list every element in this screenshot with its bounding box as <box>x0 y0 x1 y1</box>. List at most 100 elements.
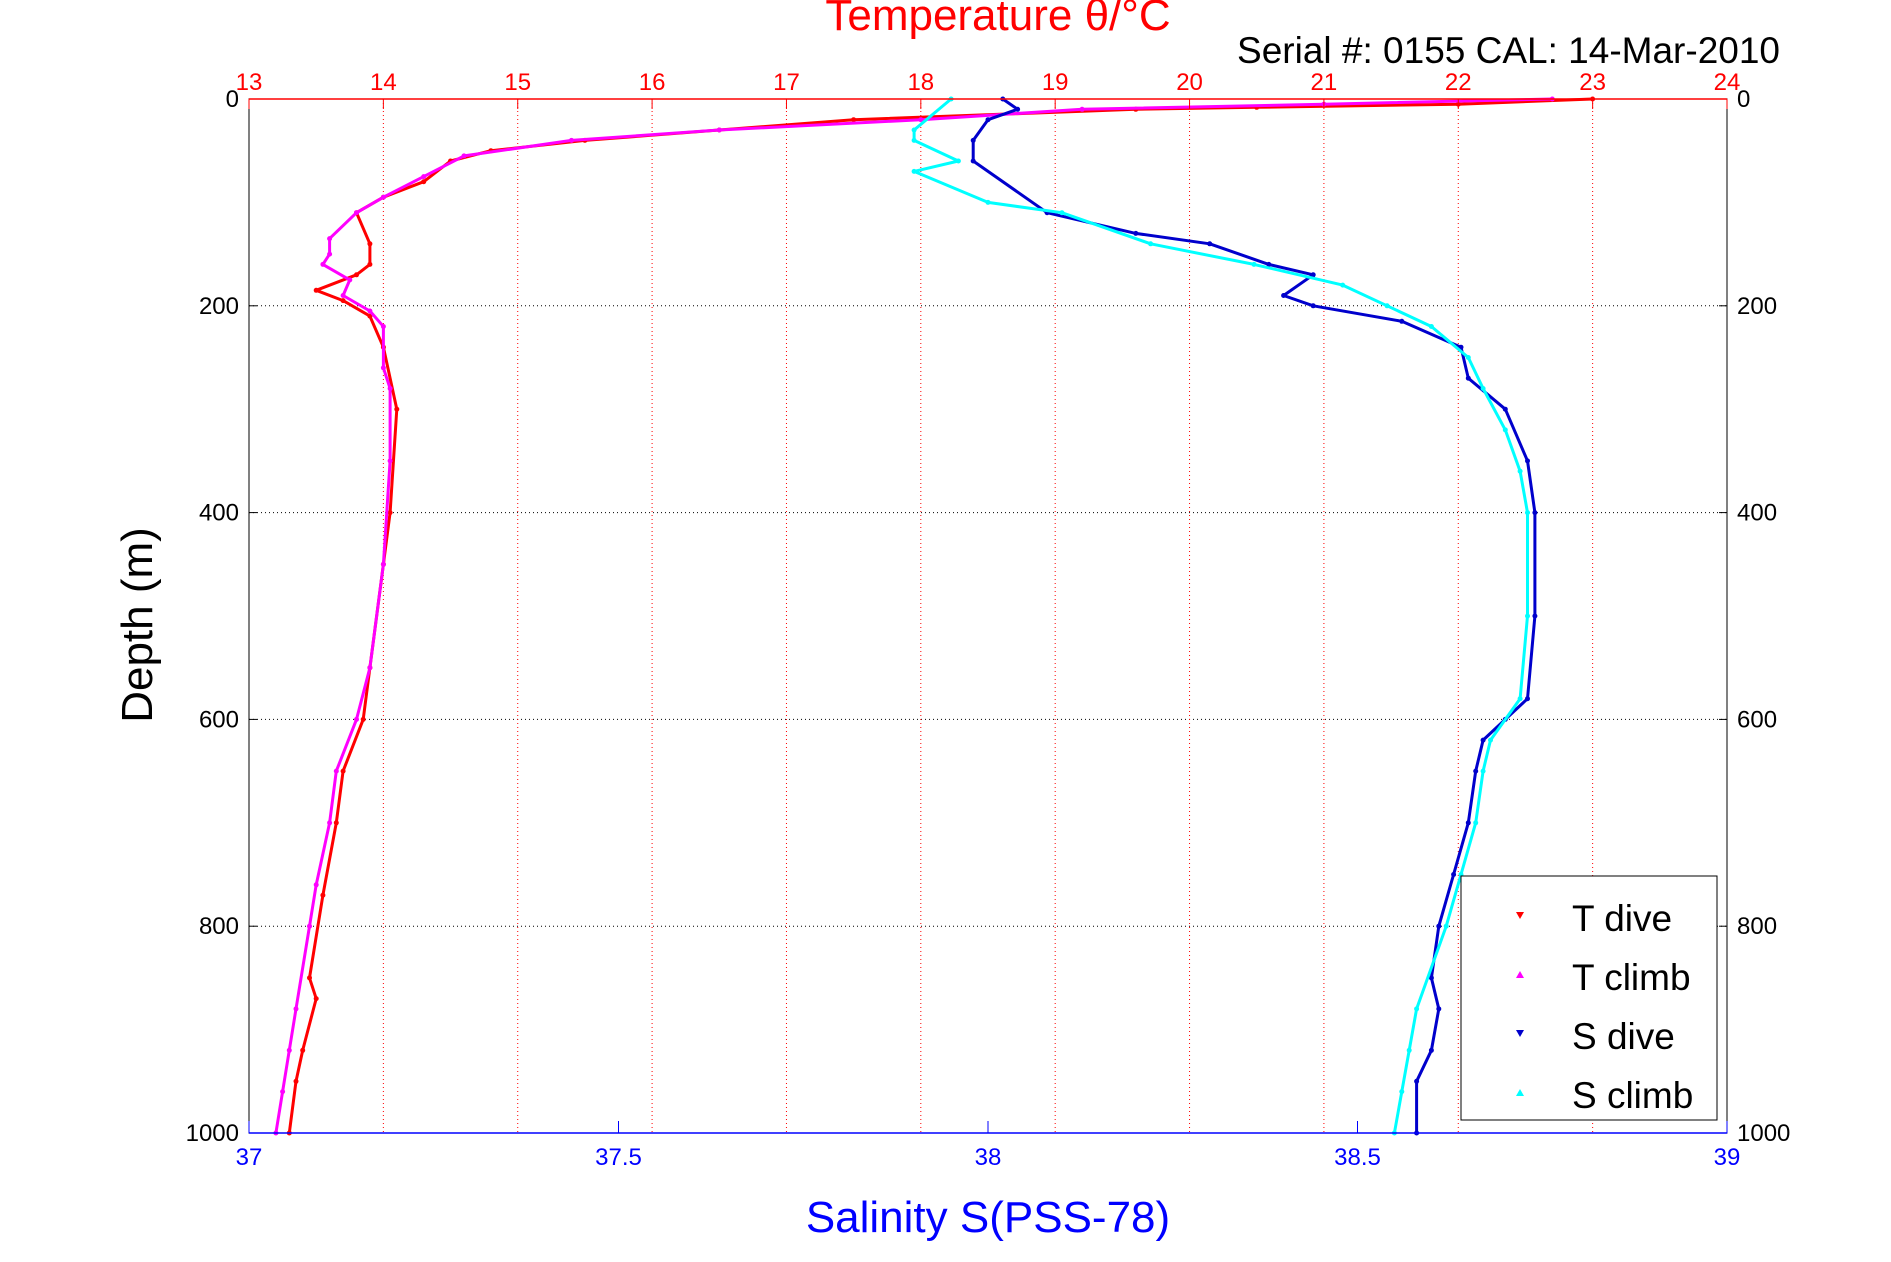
data-point-t-climb <box>387 386 393 391</box>
legend-label-t-climb: T climb <box>1572 957 1691 998</box>
legend-label-s-dive: S dive <box>1572 1016 1675 1057</box>
data-point-s-dive <box>1532 613 1538 619</box>
axes-layer: 0 0 200 200 400 400 600 600 800 800 1000 1000 13 14 15… <box>186 69 1791 1171</box>
data-point-s-dive <box>1310 272 1316 278</box>
data-point-s-dive <box>1473 768 1479 774</box>
data-point-s-climb <box>911 168 917 174</box>
data-point-t-climb <box>380 365 386 371</box>
data-point-t-climb <box>421 174 427 180</box>
legend-box <box>1460 875 1718 1121</box>
data-point-t-dive <box>367 261 373 267</box>
data-point-s-dive <box>1525 458 1530 464</box>
data-point-t-climb <box>354 210 359 216</box>
data-point-s-climb <box>985 199 991 205</box>
data-point-t-dive <box>320 892 326 898</box>
data-point-s-dive <box>1399 318 1405 324</box>
y-tick-label-left: 400 <box>199 500 239 527</box>
data-point-t-dive <box>367 241 373 247</box>
temperature-tick-label: 16 <box>639 69 666 96</box>
y-tick-label-left: 0 <box>226 86 239 113</box>
temperature-tick-label: 20 <box>1176 69 1203 96</box>
data-point-t-climb <box>327 251 333 257</box>
y-tick-label-left: 1000 <box>186 1120 239 1147</box>
data-point-t-climb <box>354 716 359 722</box>
salinity-tick-label: 38.5 <box>1334 1144 1381 1171</box>
temperature-tick-label: 14 <box>370 69 397 96</box>
y-tick-label-left: 600 <box>199 706 239 733</box>
series-t-climb <box>273 96 1555 1136</box>
data-point-s-climb <box>1488 737 1493 743</box>
temperature-tick-label: 18 <box>907 69 934 96</box>
data-point-s-climb <box>1443 923 1449 929</box>
legend-marker-s-climb <box>1516 1089 1524 1096</box>
x-axis-label-bottom: Salinity S(PSS-78) <box>806 1193 1170 1242</box>
y-tick-label-right: 800 <box>1737 913 1777 940</box>
data-point-s-climb <box>1406 1047 1412 1053</box>
data-point-s-climb <box>1340 282 1346 288</box>
data-point-t-climb <box>286 1047 292 1053</box>
data-point-t-climb <box>280 1089 286 1095</box>
data-point-s-climb <box>911 137 917 143</box>
legend-marker-t-climb <box>1516 971 1524 978</box>
salinity-tick-label: 37.5 <box>595 1144 642 1171</box>
temperature-tick-label: 24 <box>1714 69 1741 96</box>
y-tick-label-right: 600 <box>1737 706 1777 733</box>
data-point-t-climb <box>918 117 924 123</box>
data-point-s-climb <box>1059 210 1065 216</box>
data-point-s-dive <box>1451 872 1457 877</box>
temperature-tick-label: 21 <box>1311 69 1338 96</box>
data-point-s-climb <box>1525 510 1530 516</box>
data-point-s-climb <box>1148 241 1154 247</box>
series-layer <box>273 96 1596 1136</box>
data-point-t-climb <box>307 923 312 929</box>
legend-label-s-climb: S climb <box>1572 1075 1693 1116</box>
data-point-s-dive <box>1414 1078 1420 1084</box>
temperature-tick-label: 13 <box>236 69 263 96</box>
legend-marker-t-dive <box>1516 912 1524 919</box>
data-point-s-dive <box>1207 241 1213 247</box>
data-point-s-climb <box>911 127 917 133</box>
data-point-s-climb <box>1480 386 1486 391</box>
data-point-t-climb <box>380 194 386 200</box>
data-point-t-climb <box>327 236 333 242</box>
data-point-t-climb <box>333 768 339 774</box>
data-point-t-dive <box>354 272 359 278</box>
y-tick-label-left: 200 <box>199 293 239 320</box>
data-point-s-climb <box>1480 768 1486 774</box>
chart-title: Temperature θ/°C <box>825 0 1170 40</box>
legend: T dive T climb S dive S climb <box>1460 875 1718 1121</box>
data-point-s-dive <box>1015 106 1021 112</box>
data-point-t-climb <box>380 324 386 329</box>
data-point-t-dive <box>851 117 857 123</box>
data-point-s-dive <box>1525 696 1530 702</box>
data-point-s-climb <box>1502 427 1508 433</box>
data-point-t-dive <box>333 820 339 826</box>
data-point-s-dive <box>1428 1047 1434 1053</box>
data-point-s-climb <box>1465 355 1471 360</box>
data-point-t-dive <box>387 510 393 516</box>
data-point-t-climb <box>380 561 386 567</box>
legend-marker-s-dive <box>1516 1030 1524 1037</box>
data-point-s-climb <box>1251 261 1257 267</box>
data-point-s-climb <box>955 158 961 164</box>
data-point-t-dive <box>421 179 427 185</box>
data-point-s-climb <box>1399 1089 1405 1095</box>
data-point-s-climb <box>1414 1006 1420 1012</box>
data-point-s-dive <box>1266 261 1272 267</box>
data-point-s-dive <box>1502 406 1508 412</box>
data-point-s-dive <box>1465 375 1471 381</box>
data-point-t-dive <box>300 1047 306 1053</box>
data-point-s-climb <box>1428 324 1434 329</box>
data-point-s-dive <box>1428 975 1434 981</box>
data-point-t-dive <box>394 406 400 412</box>
series-s-dive <box>970 96 1538 1136</box>
data-point-t-climb <box>1079 106 1085 112</box>
salinity-tick-label: 38 <box>975 1144 1002 1171</box>
data-point-s-dive <box>1436 923 1442 929</box>
data-point-s-climb <box>1384 303 1390 309</box>
data-point-s-dive <box>1532 510 1538 516</box>
temperature-tick-label: 22 <box>1445 69 1472 96</box>
temperature-tick-label: 15 <box>504 69 531 96</box>
data-point-t-climb <box>367 665 373 671</box>
